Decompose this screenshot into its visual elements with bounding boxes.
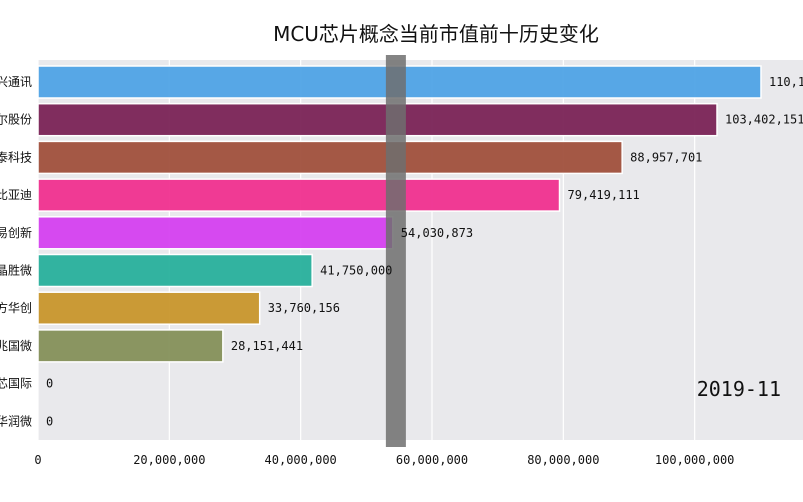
- x-tick-label: 20,000,000: [133, 453, 205, 467]
- category-label: 方华创: [0, 300, 32, 315]
- x-tick-label: 40,000,000: [265, 453, 337, 467]
- category-label: 泰科技: [0, 150, 32, 164]
- value-label: 41,750,000: [320, 264, 392, 278]
- value-label: 0: [46, 377, 53, 391]
- category-label: 兆国微: [0, 339, 32, 353]
- x-tick-label: 0: [34, 453, 41, 467]
- date-label: 2019-11: [697, 377, 781, 401]
- category-label: 芯国际: [0, 377, 32, 391]
- value-label: 79,419,111: [568, 188, 640, 202]
- bar: [37, 178, 561, 212]
- x-tick-label: 60,000,000: [396, 453, 468, 467]
- category-label: 尔股份: [0, 112, 32, 127]
- bar: [37, 253, 313, 288]
- value-label: 54,030,873: [401, 226, 473, 240]
- value-label: 103,402,151: [725, 113, 803, 127]
- category-label: 晶胜微: [0, 263, 32, 278]
- value-label: 33,760,156: [268, 301, 340, 315]
- category-label: 比亚迪: [0, 188, 32, 202]
- x-tick-label: 100,000,000: [655, 453, 734, 467]
- time-marker-band: [385, 55, 406, 447]
- bar: [37, 329, 224, 363]
- value-label: 110,1: [769, 75, 803, 89]
- x-axis-tick-labels: 0 20,000,000 40,000,000 60,000,000 80,000,00…: [34, 453, 734, 467]
- category-label: 易创新: [0, 225, 32, 240]
- category-label: 兴通讯: [0, 75, 32, 89]
- value-label: 88,957,701: [630, 150, 702, 164]
- bar: [37, 140, 623, 175]
- x-tick-label: 80,000,000: [527, 453, 599, 467]
- category-label: 华润微: [0, 414, 32, 428]
- value-labels: 110,1 103,402,151 88,957,701 79,419,111 54,0…: [46, 75, 803, 428]
- value-label: 28,151,441: [231, 339, 303, 353]
- bar: [37, 102, 718, 137]
- chart-title: MCU芯片概念当前市值前十历史变化: [273, 22, 599, 46]
- bar: [37, 216, 394, 250]
- bar: [37, 291, 261, 325]
- value-label: 0: [46, 414, 53, 428]
